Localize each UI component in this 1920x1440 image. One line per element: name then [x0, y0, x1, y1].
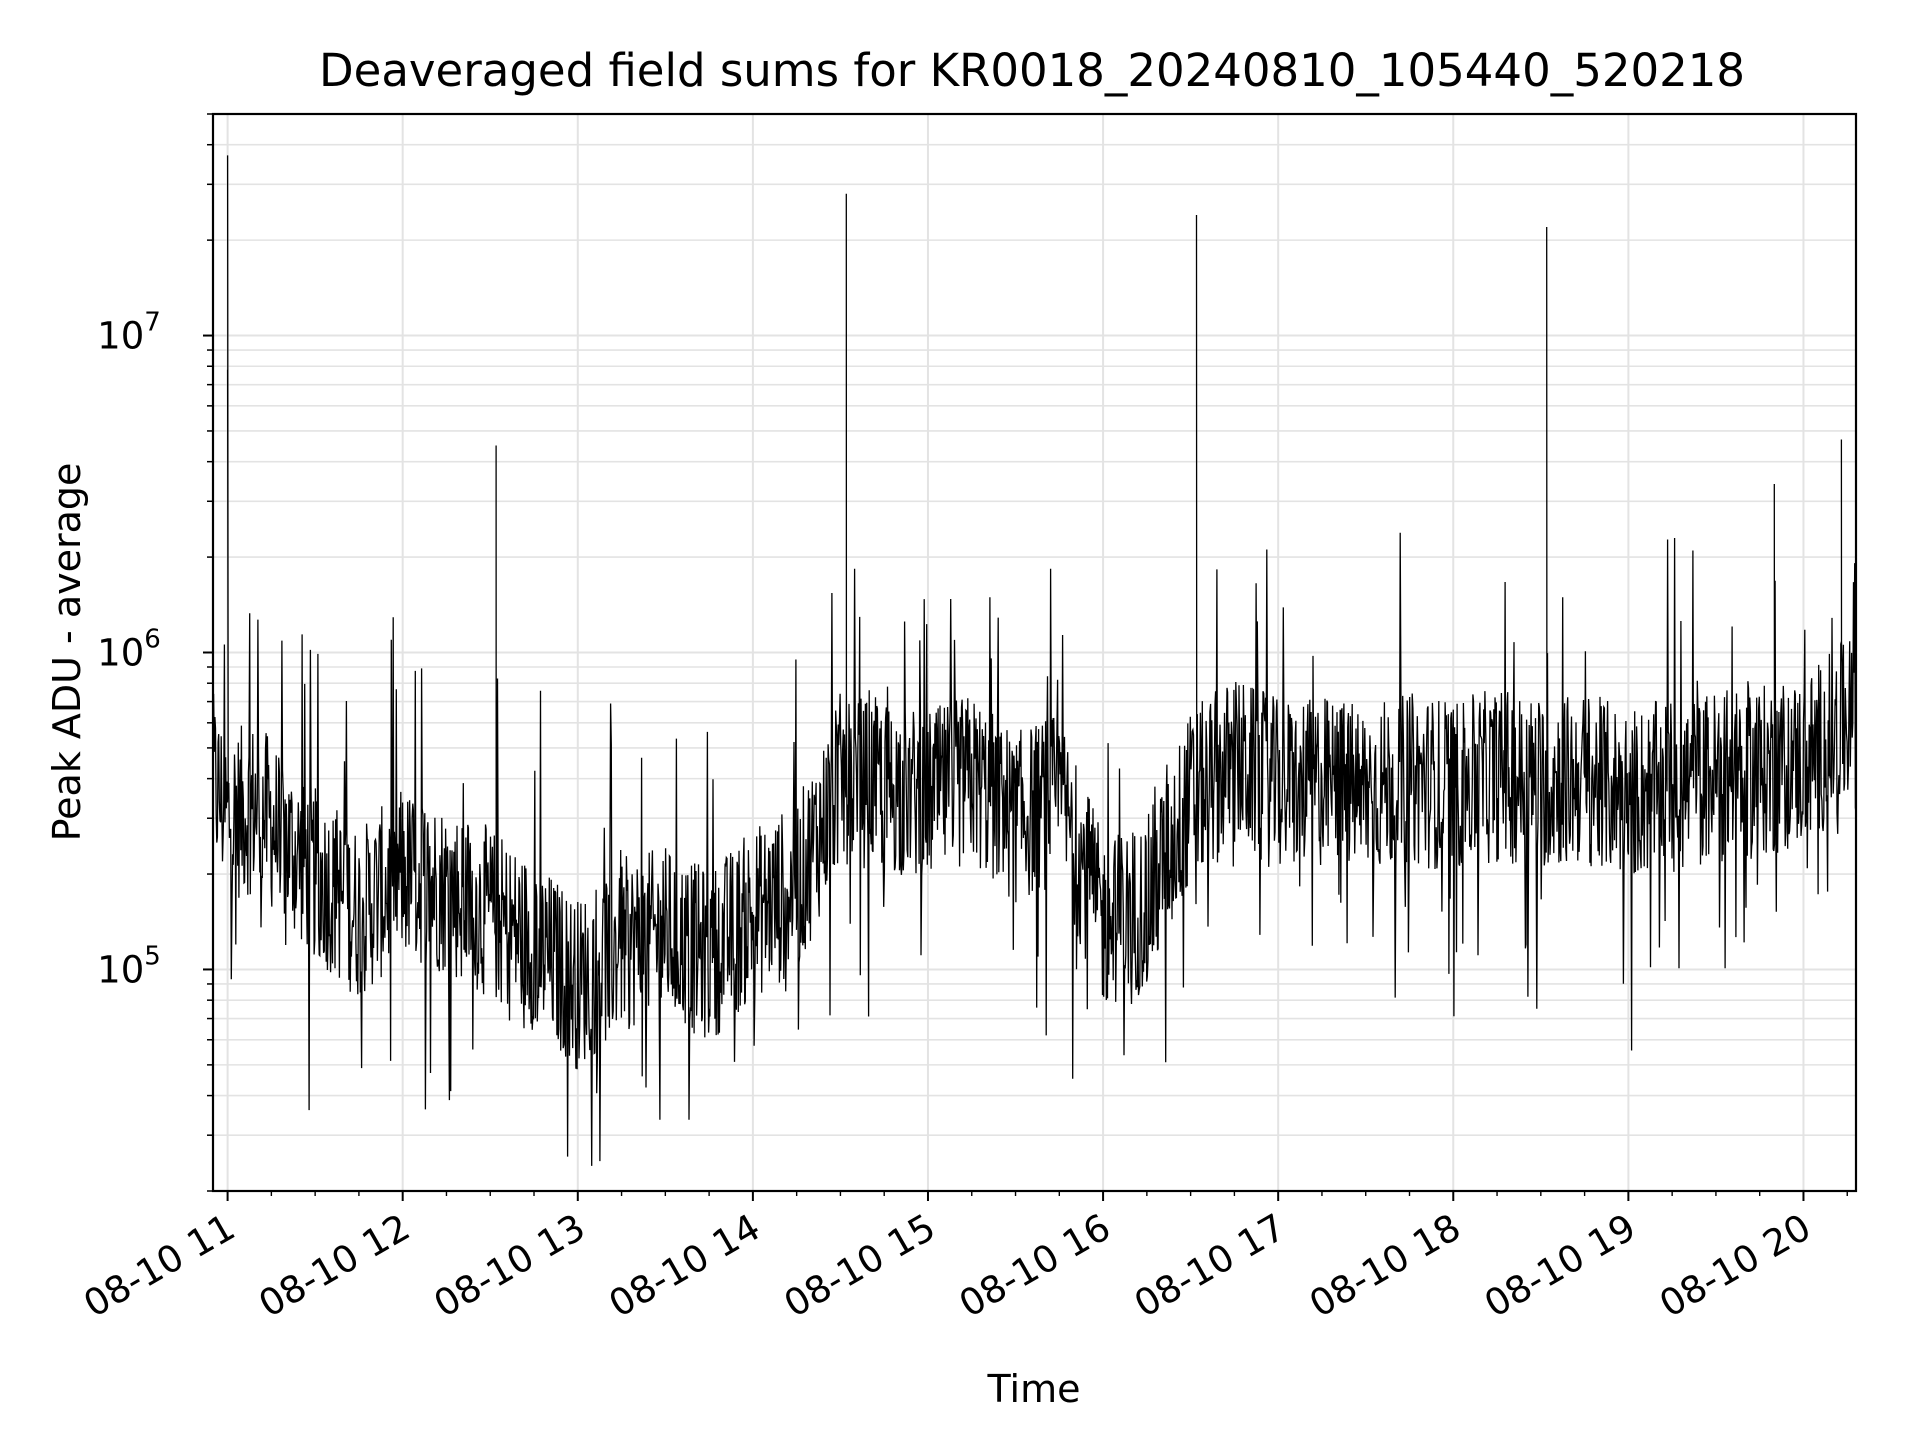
y-tick-label: 107 [97, 308, 161, 358]
x-axis: 08-10 11 08-10 12 08-10 13 08-10 14 08-10 15… [77, 1191, 1848, 1326]
x-tick-label: 08-10 16 [952, 1206, 1118, 1326]
x-axis-label: Time [987, 1367, 1081, 1411]
x-tick-label: 08-10 17 [1127, 1206, 1293, 1326]
y-axis-label: Peak ADU - average [45, 463, 89, 842]
y-tick-exponent: 6 [144, 625, 161, 655]
x-tick-label: 08-10 18 [1302, 1206, 1468, 1326]
y-tick-label: 106 [97, 625, 161, 675]
grid [213, 113, 1856, 1192]
y-tick-base: 10 [97, 948, 144, 991]
x-tick-label: 08-10 12 [252, 1206, 418, 1326]
y-tick-label: 105 [97, 941, 161, 991]
chart-title: Deaveraged field sums for KR0018_2024081… [319, 44, 1745, 97]
x-tick-label: 08-10 15 [777, 1206, 943, 1326]
y-tick-exponent: 7 [144, 308, 161, 338]
x-tick-label: 08-10 11 [77, 1206, 243, 1326]
y-tick-base: 10 [97, 632, 144, 675]
x-tick-label: 08-10 13 [427, 1206, 593, 1326]
series-layer [212, 155, 1857, 1166]
y-tick-base: 10 [97, 315, 144, 358]
x-tick-label: 08-10 20 [1652, 1206, 1818, 1326]
series-line [212, 155, 1857, 1166]
y-tick-exponent: 5 [144, 941, 161, 971]
x-tick-label: 08-10 19 [1477, 1206, 1643, 1326]
x-tick-label: 08-10 14 [602, 1206, 768, 1326]
